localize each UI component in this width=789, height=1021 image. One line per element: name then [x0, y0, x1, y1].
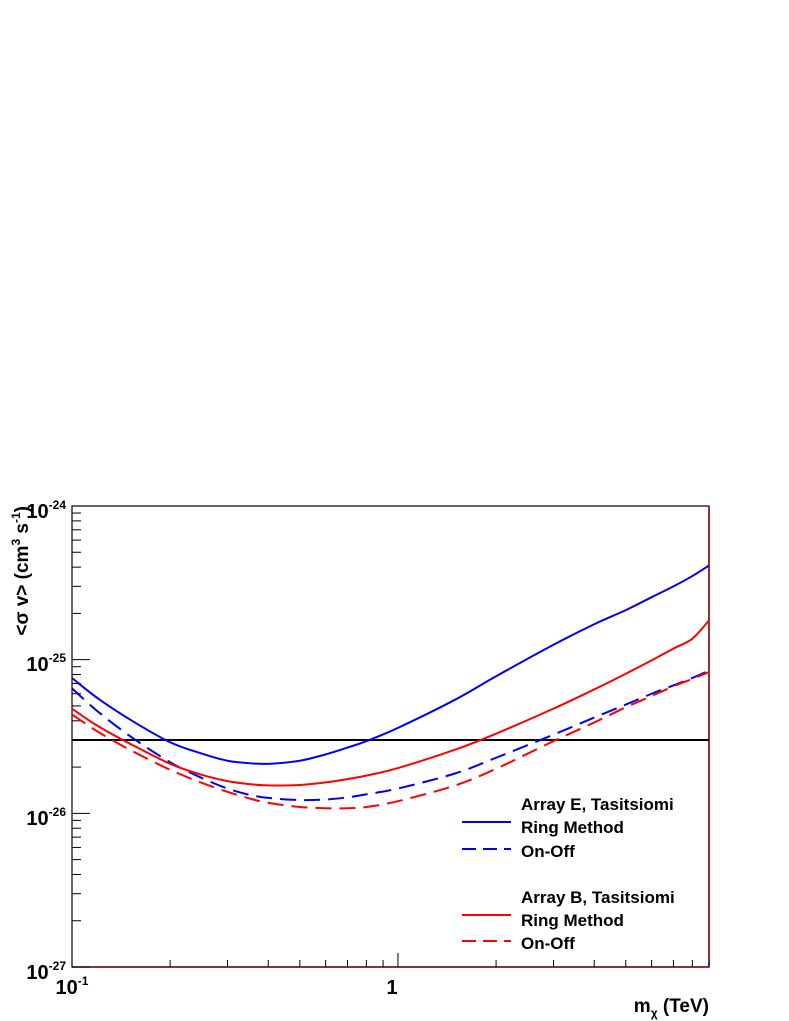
series-line-E-onoff	[71, 669, 710, 802]
legend-entry-B-ring: Ring Method	[521, 911, 624, 930]
series-line-E-ring	[71, 564, 710, 765]
y-axis-title: <σ v> (cm3 s-1)	[9, 506, 33, 636]
legend-entry-E-onoff: On-Off	[521, 842, 575, 861]
legend-entry-B-onoff: On-Off	[521, 934, 575, 953]
x-axis-title: mχ (TeV)	[634, 996, 709, 1020]
series-line-B-ring	[71, 619, 710, 787]
y-tick-label-1e-26: 10-26	[26, 805, 66, 830]
legend-group1-title: Array E, Tasitsiomi	[521, 795, 674, 814]
axis-ticks	[71, 505, 710, 968]
series-line-B-onoff	[71, 671, 710, 810]
y-tick-label-1e-25: 10-25	[26, 651, 66, 676]
y-tick-label-1e-24: 10-24	[26, 498, 66, 523]
series-layer	[71, 564, 710, 810]
y-tick-label-1e-27: 10-27	[26, 959, 66, 984]
legend: Array E, Tasitsiomi Ring Method On-Off A…	[462, 795, 675, 953]
x-tick-label-0.1: 10-1	[56, 974, 89, 999]
legend-group2-title: Array B, Tasitsiomi	[521, 888, 675, 907]
x-tick-label-1: 1	[386, 977, 397, 999]
legend-entry-E-ring: Ring Method	[521, 818, 624, 837]
